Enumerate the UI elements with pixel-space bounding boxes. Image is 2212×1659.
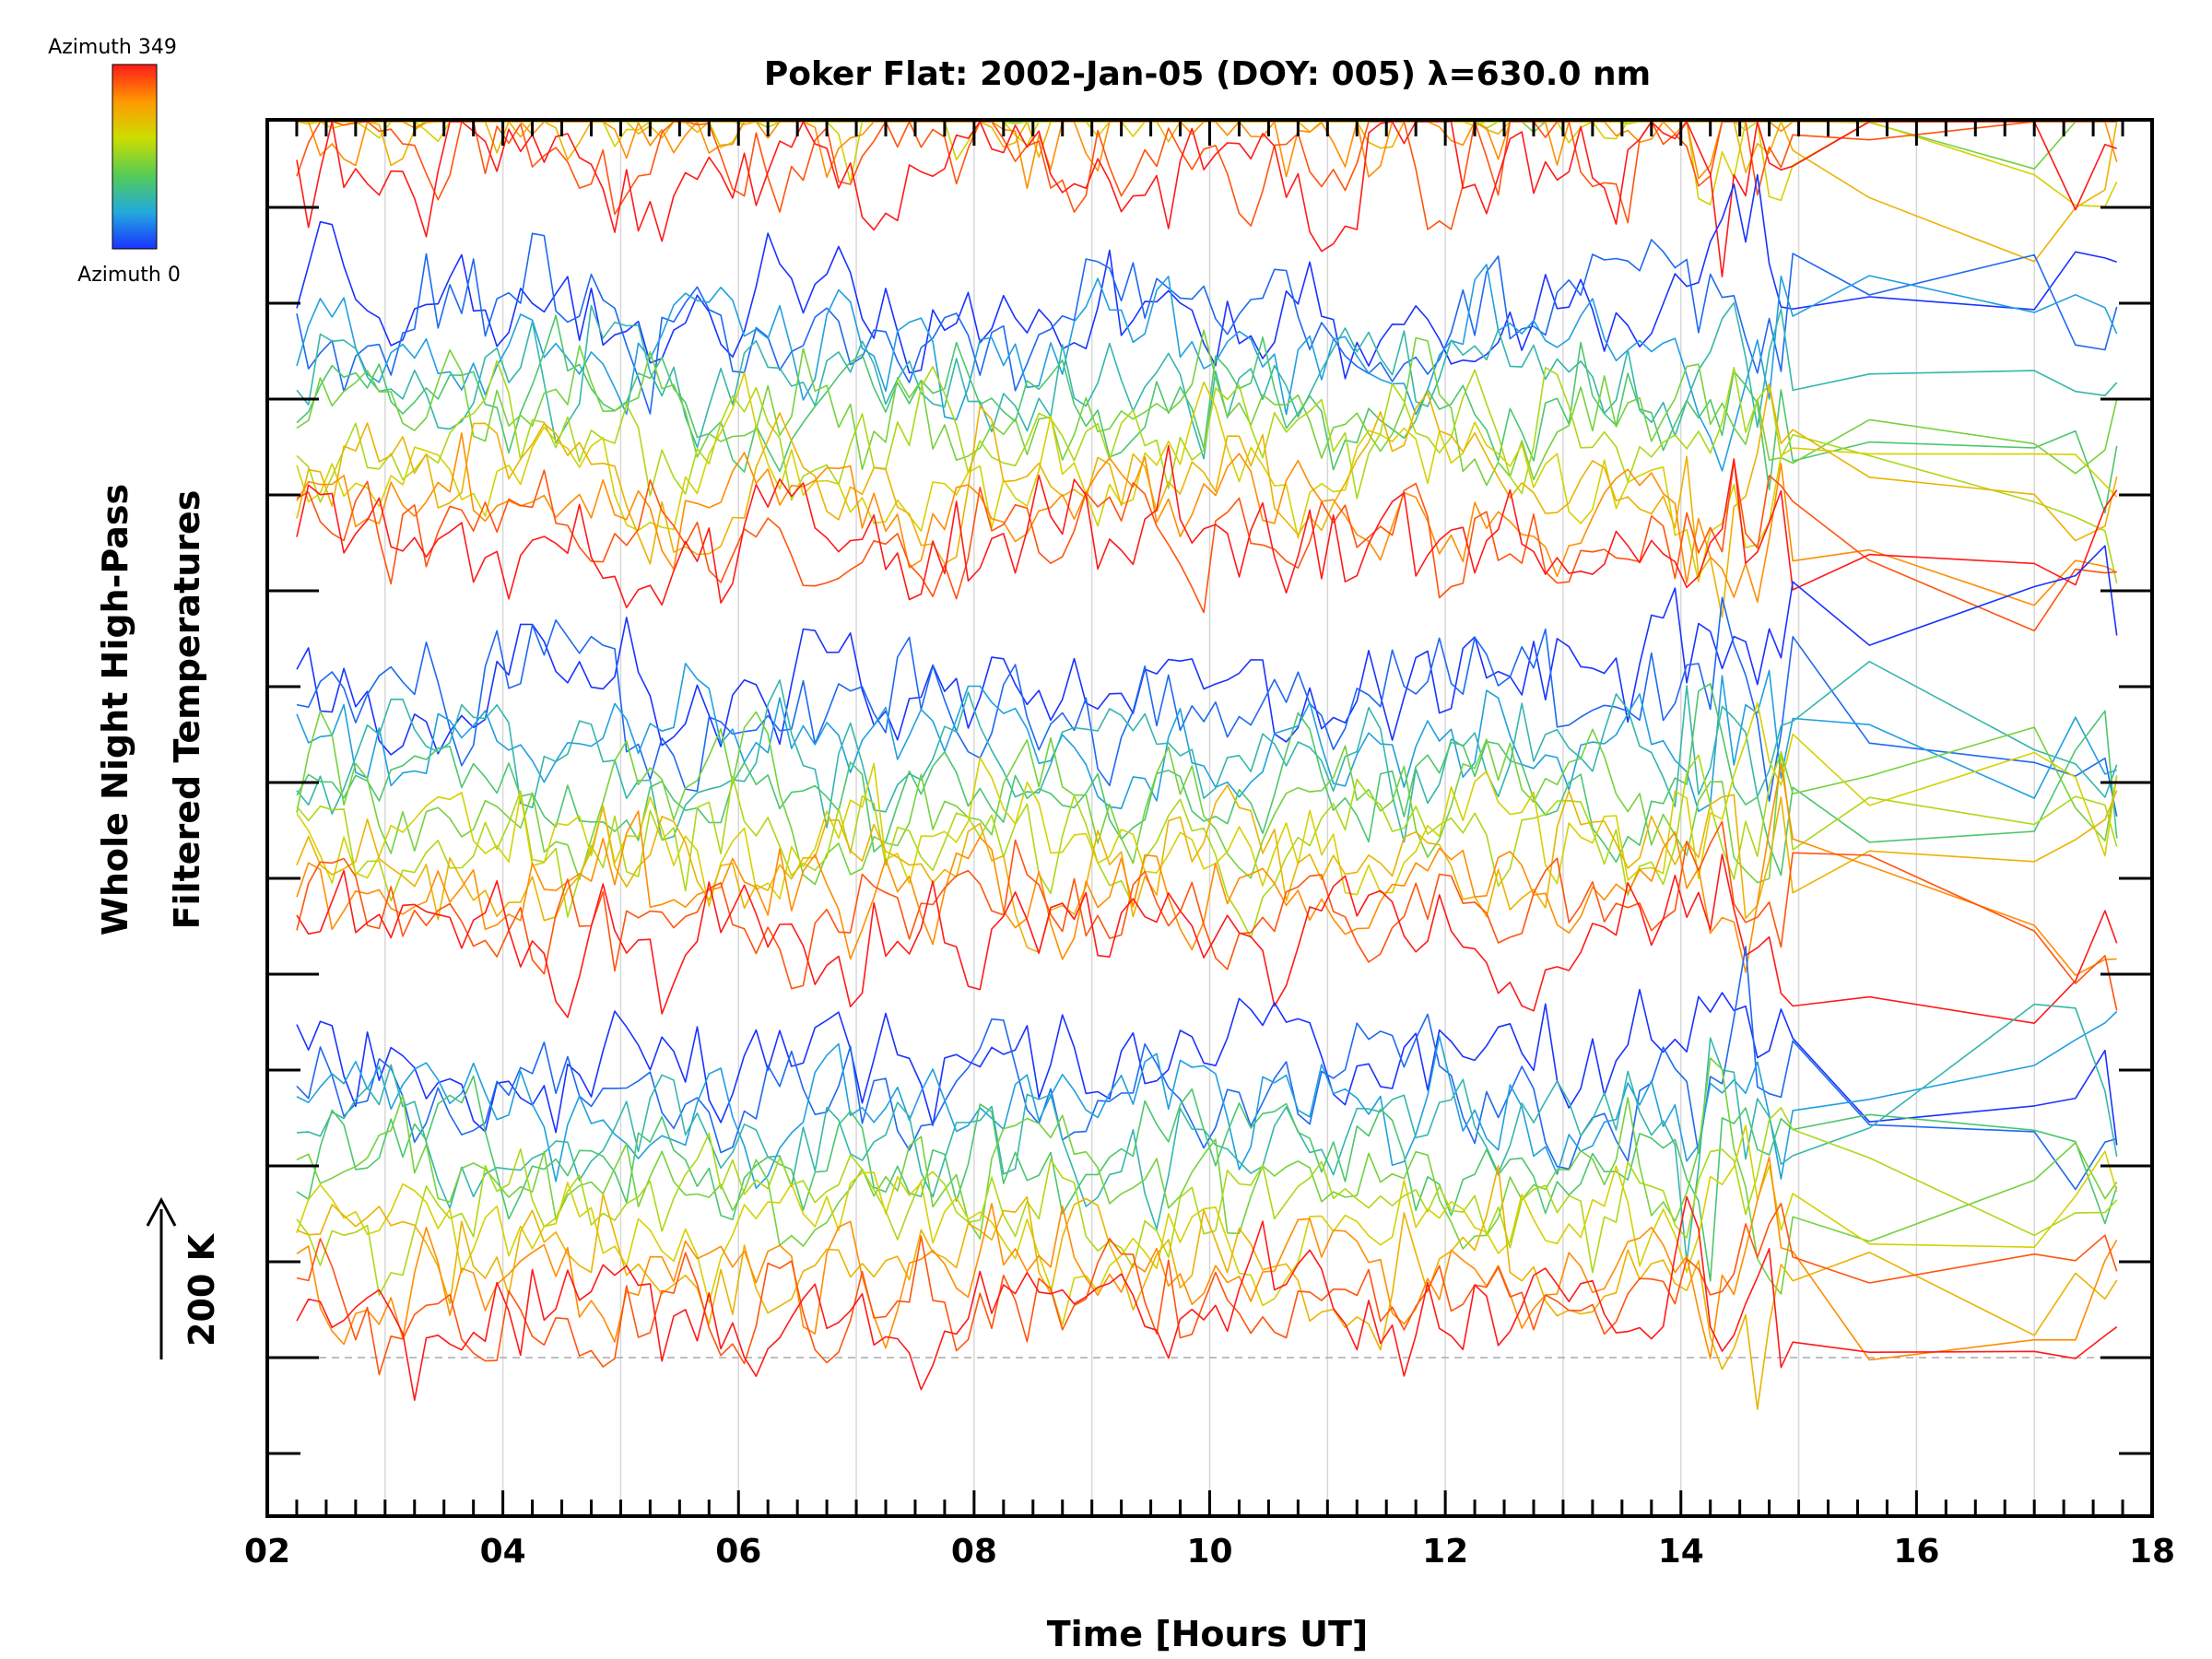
series-line-3-6 [296,1107,2118,1297]
x-tick-label: 18 [2129,1533,2175,1571]
x-tick-label: 16 [1893,1533,1939,1571]
series-line-2-8 [296,784,2118,954]
series-line-1-0 [296,173,2117,380]
x-tick-label: 10 [1186,1533,1232,1571]
y-axis-label-line2: Filtered Temperatures [167,490,207,930]
colorbar [112,64,158,250]
series-line-3-7 [296,1124,2118,1326]
series-line-2-2 [296,663,2117,813]
series-line-3-5 [296,1057,2118,1295]
series-line-0-10 [296,121,2117,230]
series-line-3-11 [296,1195,2118,1401]
series-line-3-10 [296,1202,2118,1376]
series-line-0-8 [297,121,2118,263]
x-tick-label: 04 [480,1533,526,1571]
axes-layer: 02 04 06 08 10 12 14 16 18 [244,118,2175,1571]
series-line-1-8 [296,383,2118,618]
colorbar-top-label: Azimuth 349 [48,36,177,59]
colorbar-bottom-label: Azimuth 0 [77,264,181,287]
series-line-2-7 [296,701,2118,908]
series-line-0-7 [296,121,2118,207]
series-line-1-9 [296,432,2118,606]
series-line-2-0 [296,545,2118,756]
series-line-3-2 [296,1010,2118,1189]
x-tick-label: 14 [1658,1533,1704,1571]
x-tick-label: 02 [244,1533,290,1571]
series-line-2-5 [296,710,2118,886]
chart-title: Poker Flat: 2002-Jan-05 (DOY: 005) λ=630… [764,55,1651,93]
series-line-0-11 [296,121,2117,278]
series-line-1-6 [296,359,2118,583]
x-axis-label: Time [Hours UT] [1047,1614,1369,1654]
series-line-2-11 [296,853,2118,1024]
series-line-3-4 [296,1075,2118,1282]
series-line-2-10 [296,820,2118,1011]
series-line-2-9 [296,762,2117,976]
series-line-3-8 [296,1164,2118,1410]
series-line-0-6 [297,121,2117,131]
series-line-1-2 [296,264,2118,472]
x-tick-label: 12 [1422,1533,1468,1571]
series-line-1-1 [296,232,2118,415]
series-line-0-9 [297,121,2118,190]
series-line-0-5 [297,121,2117,170]
series-line-2-3 [296,660,2118,843]
series-line-1-10 [296,460,2117,632]
scale-arrow-head [146,1196,177,1227]
series-line-3-3 [296,1003,2118,1263]
series-line-2-6 [296,751,2118,939]
series-line-2-4 [296,682,2118,877]
series-line-2-1 [296,596,2118,817]
series-line-1-5 [296,329,2118,487]
series-line-3-0 [296,988,2118,1146]
series-line-3-9 [296,1156,2118,1361]
y-axis-label-line1: Whole Night High-Pass [95,484,135,935]
series-line-1-4 [296,314,2118,514]
series-line-1-3 [296,301,2118,460]
x-tick-label: 06 [715,1533,761,1571]
series-line-1-7 [296,371,2118,583]
x-tick-label: 08 [951,1533,997,1571]
series-line-1-11 [296,444,2118,609]
scale-label: 200 K [182,1232,222,1347]
series-layer [296,121,2118,1410]
